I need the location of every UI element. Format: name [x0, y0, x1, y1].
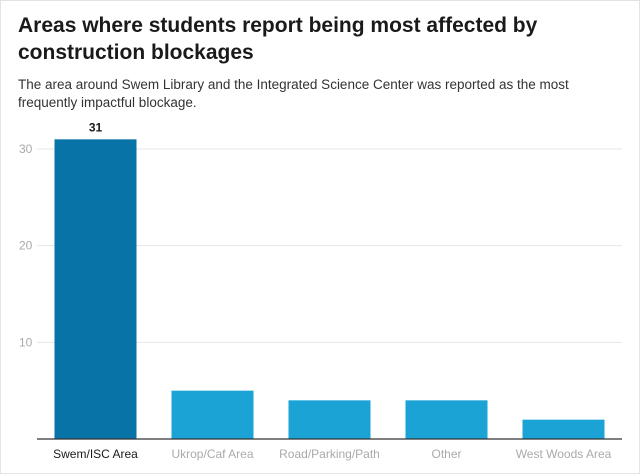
x-category-label: Road/Parking/Path — [279, 447, 380, 461]
chart-subtitle: The area around Swem Library and the Int… — [18, 77, 569, 110]
x-category-label: Ukrop/Caf Area — [171, 447, 253, 461]
bar — [288, 400, 371, 439]
y-tick-label: 10 — [19, 335, 33, 349]
bar — [522, 419, 605, 439]
chart-title: Areas where students report being most a… — [18, 14, 538, 64]
bar — [171, 390, 254, 439]
x-category-label: Swem/ISC Area — [53, 447, 138, 461]
bar — [54, 139, 137, 440]
x-category-label: West Woods Area — [516, 447, 612, 461]
y-tick-label: 30 — [19, 142, 33, 156]
x-category-label: Other — [431, 447, 461, 461]
bar — [405, 400, 488, 439]
y-tick-label: 20 — [19, 239, 33, 253]
data-label: 31 — [89, 120, 103, 134]
